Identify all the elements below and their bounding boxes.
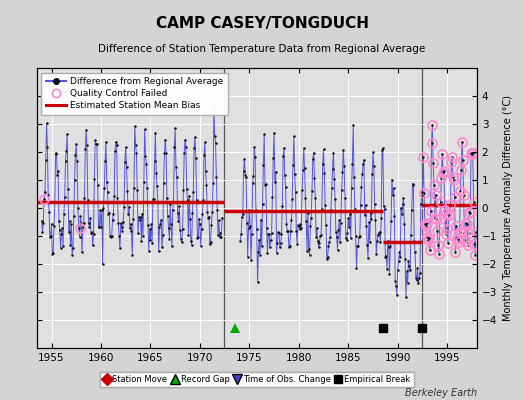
Y-axis label: Monthly Temperature Anomaly Difference (°C): Monthly Temperature Anomaly Difference (… [503,95,512,321]
Text: CAMP CASEY/TONGDUCH: CAMP CASEY/TONGDUCH [156,16,368,31]
Text: Berkeley Earth: Berkeley Earth [405,388,477,398]
Text: Difference of Station Temperature Data from Regional Average: Difference of Station Temperature Data f… [99,44,425,54]
Legend: Station Move, Record Gap, Time of Obs. Change, Empirical Break: Station Move, Record Gap, Time of Obs. C… [100,372,413,387]
